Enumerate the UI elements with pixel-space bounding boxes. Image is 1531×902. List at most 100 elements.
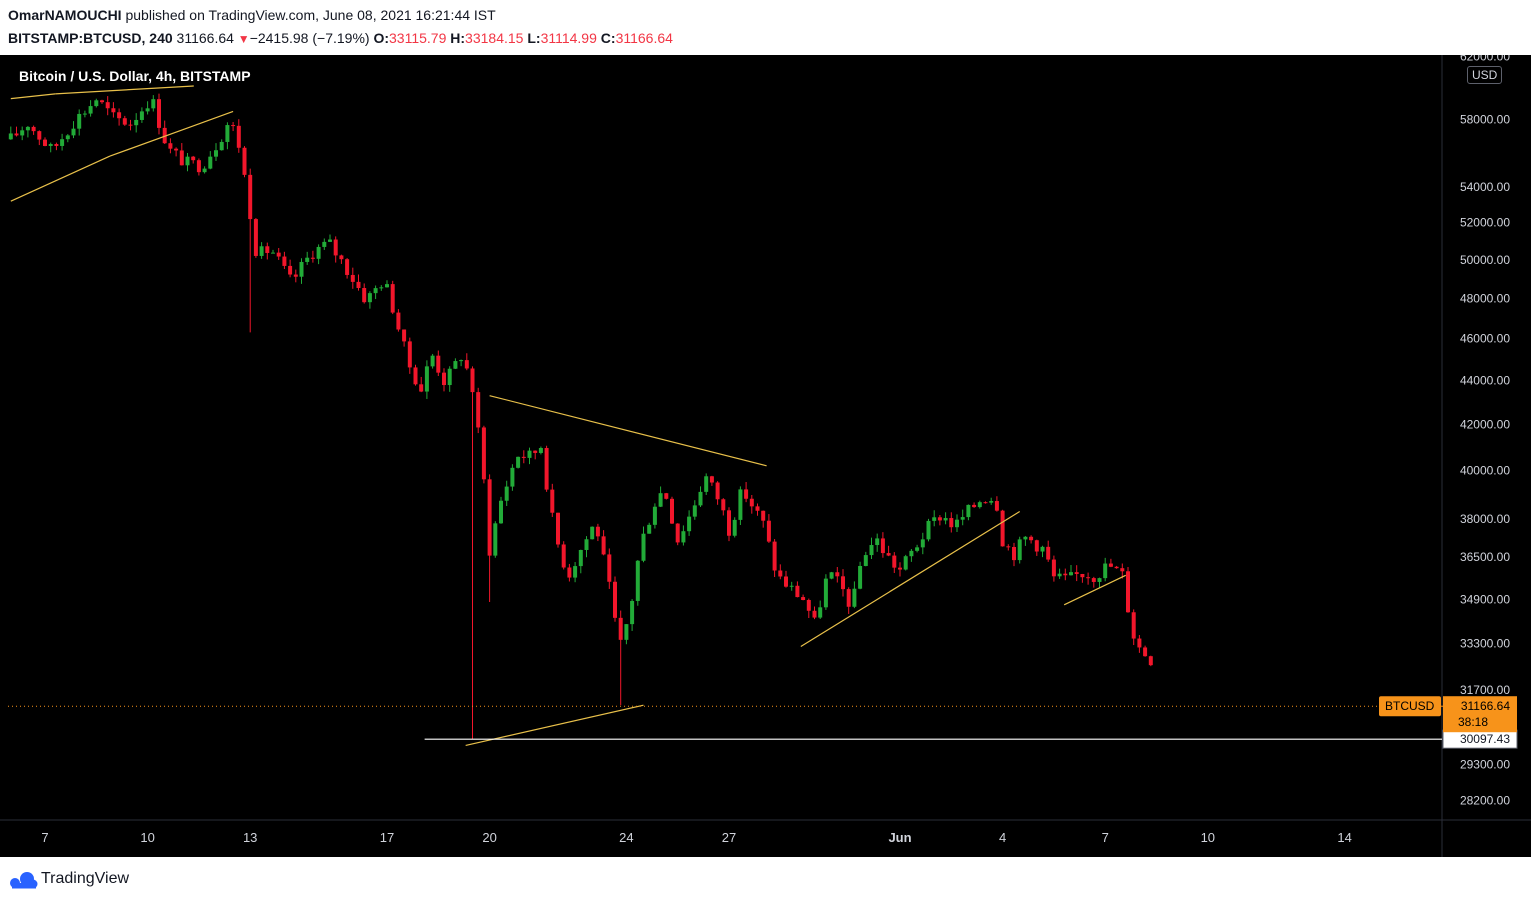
candle-body xyxy=(932,517,937,521)
trendline xyxy=(1063,574,1126,606)
y-tick-label: 31700.00 xyxy=(1460,683,1510,697)
publish-info: OmarNAMOUCHI published on TradingView.co… xyxy=(8,7,496,23)
candle-body xyxy=(607,554,612,582)
candle-body xyxy=(1108,563,1113,567)
x-tick-label: 14 xyxy=(1337,830,1351,845)
currency-badge[interactable]: USD xyxy=(1467,66,1503,84)
candle-body xyxy=(373,288,378,294)
candle-body xyxy=(60,139,65,146)
candle-body xyxy=(749,498,754,507)
candle-body xyxy=(869,545,874,556)
trendline xyxy=(800,511,1021,648)
candle-body xyxy=(829,572,834,579)
candle-body xyxy=(556,512,560,545)
candle-body xyxy=(31,126,36,132)
candle-body xyxy=(459,360,464,362)
candle-body xyxy=(1029,536,1034,541)
chart-area[interactable]: 62000.00 58000.00 54000.00 52000.00 50000.00… xyxy=(0,55,1531,857)
candle-body xyxy=(390,284,395,313)
candle-body xyxy=(1091,578,1096,582)
tradingview-brand[interactable]: TradingView xyxy=(41,870,130,887)
candle-body xyxy=(487,479,492,556)
author-name[interactable]: OmarNAMOUCHI xyxy=(8,7,122,23)
high-label: H: xyxy=(450,30,466,46)
candle-body xyxy=(1057,573,1062,577)
candle-body xyxy=(265,246,270,253)
candle-body xyxy=(185,156,190,166)
candle-body xyxy=(1046,546,1051,560)
candle-body xyxy=(533,450,538,453)
candle-body xyxy=(1120,568,1125,572)
candle-body xyxy=(1114,566,1119,569)
candle-body xyxy=(145,108,150,112)
candle-body xyxy=(151,99,156,109)
candle-body xyxy=(1086,577,1091,579)
symbol-label: BITSTAMP:BTCUSD, 240 xyxy=(8,30,173,46)
open-label: O: xyxy=(373,30,390,46)
candle-body xyxy=(71,128,76,136)
candle-body xyxy=(214,150,218,157)
candle-countdown-label: 38:18 xyxy=(1458,715,1488,729)
candle-body xyxy=(328,239,332,242)
current-price-label: 31166.64 xyxy=(1461,699,1510,713)
candle-body xyxy=(1103,563,1108,579)
candle-body xyxy=(430,355,435,367)
candle-body xyxy=(972,504,977,508)
candle-body xyxy=(527,450,532,458)
close-value: 31166.64 xyxy=(615,30,673,46)
y-tick-label: 36500.00 xyxy=(1460,550,1510,564)
candle-body xyxy=(721,499,726,511)
trendline xyxy=(109,110,234,157)
candle-body xyxy=(367,293,372,303)
candle-body xyxy=(162,127,167,144)
candle-body xyxy=(231,125,236,127)
candle-body xyxy=(670,498,674,524)
candle-body xyxy=(447,368,452,386)
candle-body xyxy=(1126,571,1130,613)
candle-body xyxy=(259,246,264,256)
footer: TradingView xyxy=(0,857,1531,902)
candle-body xyxy=(835,572,840,577)
candle-body xyxy=(647,524,652,534)
support-price-label: 30097.43 xyxy=(1460,732,1510,746)
candle-body xyxy=(567,567,572,578)
candle-body xyxy=(111,108,116,113)
candle-body xyxy=(1051,559,1056,577)
candle-body xyxy=(909,550,914,557)
candle-body xyxy=(875,538,880,546)
symbol-tag xyxy=(1379,696,1441,717)
candle-body xyxy=(732,519,737,536)
candle-body xyxy=(744,489,749,499)
candle-body xyxy=(1063,573,1068,576)
candle-body xyxy=(65,135,70,140)
y-tick-label: 34900.00 xyxy=(1460,592,1510,606)
y-tick-label: 29300.00 xyxy=(1460,758,1510,772)
y-tick-label: 40000.00 xyxy=(1460,464,1510,478)
candle-body xyxy=(1137,638,1142,648)
candle-body xyxy=(1034,540,1039,552)
candle-body xyxy=(1012,547,1016,561)
candle-body xyxy=(709,476,714,483)
candle-body xyxy=(1000,510,1005,547)
candle-body xyxy=(499,500,503,524)
candle-body xyxy=(926,520,931,540)
candle-body xyxy=(812,610,817,618)
candle-body xyxy=(419,384,424,392)
candle-body xyxy=(955,519,959,528)
ohlc-line: BITSTAMP:BTCUSD, 240 31166.64 ▼−2415.98 … xyxy=(8,30,673,46)
candle-body xyxy=(641,533,646,561)
price-chart[interactable]: 62000.00 58000.00 54000.00 52000.00 50000.00… xyxy=(0,55,1531,857)
down-arrow-icon: ▼ xyxy=(237,32,250,46)
candle-body xyxy=(573,566,578,578)
candle-body xyxy=(1148,656,1153,666)
candle-body xyxy=(544,448,549,490)
candle-body xyxy=(624,624,629,640)
open-value: 33115.79 xyxy=(389,30,447,46)
candle-body xyxy=(892,555,897,568)
candle-body xyxy=(966,504,971,518)
candle-body xyxy=(994,501,999,511)
candle-body xyxy=(858,565,863,589)
candle-body xyxy=(681,531,686,543)
candle-body xyxy=(584,539,589,550)
candle-body xyxy=(122,118,127,125)
